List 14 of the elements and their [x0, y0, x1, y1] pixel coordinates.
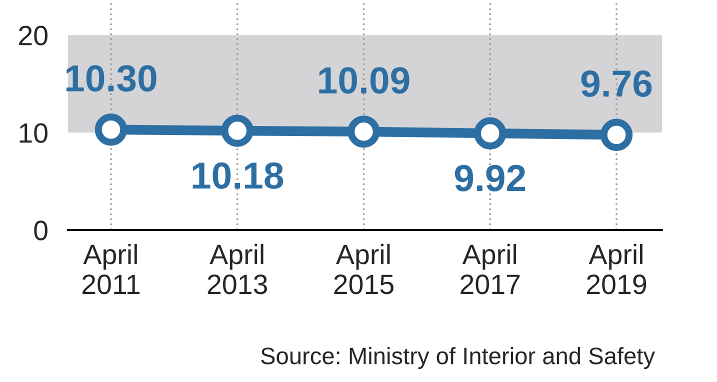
- x-tick-label: April 2019: [587, 244, 646, 294]
- x-tick-label: April 2017: [460, 244, 520, 294]
- data-label: 10.09: [319, 67, 410, 94]
- x-tick-label: April 2013: [208, 244, 268, 294]
- source-note: Source: Ministry of Interior and Safety: [261, 346, 655, 370]
- y-tick-label: 0: [34, 220, 48, 240]
- x-tick-label: April 2011: [82, 244, 140, 294]
- data-label: 10.30: [66, 65, 156, 92]
- data-label: 10.18: [192, 162, 284, 189]
- x-tick-label: April 2015: [334, 244, 394, 294]
- y-tick-label: 20: [19, 26, 48, 46]
- y-tick-label: 10: [20, 123, 48, 143]
- data-label: 9.92: [454, 164, 526, 192]
- data-label: 9.76: [581, 70, 652, 97]
